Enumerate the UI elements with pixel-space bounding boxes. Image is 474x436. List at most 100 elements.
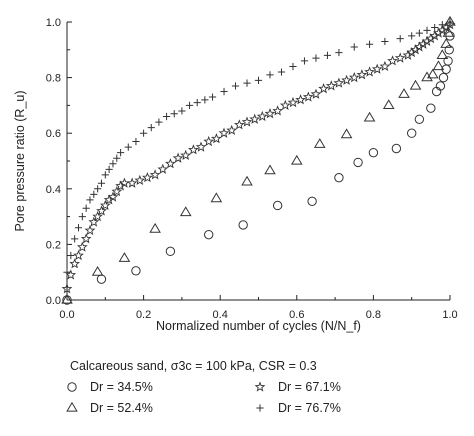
data-point-star — [69, 258, 80, 269]
data-point-plus — [208, 93, 217, 101]
data-point-plus — [446, 18, 454, 26]
data-point-plus — [101, 171, 109, 179]
data-point-star — [406, 46, 418, 58]
data-point-triangle — [91, 266, 104, 276]
data-point-star — [61, 283, 73, 294]
data-point-plus — [109, 160, 117, 168]
data-point-star — [287, 96, 299, 108]
data-point-star — [115, 180, 126, 191]
data-point-star — [96, 205, 107, 216]
data-point-plus — [90, 190, 98, 198]
x-tick-label: 0.0 — [59, 309, 74, 321]
data-point-plus — [113, 154, 121, 162]
data-point-triangle — [210, 192, 223, 203]
data-point-star — [76, 241, 88, 252]
x-tick-label: 0.6 — [289, 309, 304, 321]
data-point-star — [157, 163, 169, 174]
data-point-star — [279, 99, 291, 111]
data-point-plus — [266, 71, 274, 79]
legend: Calcareous sand, σ3c = 100 kPa, CSR = 0.… — [66, 359, 341, 415]
y-tick-label: 0.4 — [46, 184, 61, 196]
data-point-star — [437, 24, 448, 35]
data-point-circle — [443, 56, 453, 66]
data-point-plus — [74, 224, 83, 232]
data-point-triangle — [313, 138, 326, 148]
data-point-plus — [289, 62, 297, 71]
data-point-plus — [155, 118, 163, 126]
data-point-plus — [82, 204, 90, 212]
series-circle — [62, 31, 455, 305]
legend-item: Dr = 52.4% — [66, 401, 153, 415]
data-point-star — [142, 172, 153, 183]
data-point-star — [73, 249, 84, 261]
data-point-triangle — [426, 68, 439, 79]
data-point-star — [226, 124, 238, 136]
data-point-circle — [238, 220, 248, 230]
y-tick-label: 1.0 — [46, 17, 61, 29]
x-tick-label: 0.4 — [213, 309, 228, 321]
data-point-star — [80, 233, 92, 244]
legend-label: Dr = 34.5% — [90, 380, 153, 394]
legend-label: Dr = 67.1% — [278, 380, 341, 394]
data-point-circle — [62, 295, 72, 305]
legend-item: Dr = 34.5% — [67, 380, 153, 394]
data-point-triangle — [442, 26, 455, 37]
data-point-triangle — [421, 71, 433, 82]
data-point-plus — [335, 48, 343, 57]
data-point-star — [84, 224, 96, 236]
legend-marker-circle — [67, 382, 77, 392]
series-triangle — [61, 15, 456, 304]
data-point-star — [325, 80, 337, 91]
data-point-star — [107, 191, 119, 202]
legend-label: Dr = 76.7% — [278, 401, 341, 415]
y-axis-label: Pore pressure ratio (R_u) — [13, 90, 27, 231]
data-point-plus — [63, 268, 71, 276]
data-point-circle — [391, 143, 402, 154]
data-point-star — [318, 83, 329, 94]
data-point-star — [211, 133, 222, 144]
data-point-star — [188, 144, 199, 155]
series-star — [61, 19, 456, 294]
data-point-star — [92, 210, 103, 222]
data-point-triangle — [340, 128, 353, 139]
x-tick-label: 0.2 — [136, 309, 151, 321]
data-point-star — [149, 169, 161, 180]
legend-marker-triangle — [66, 401, 78, 412]
data-point-triangle — [61, 293, 73, 304]
data-point-plus — [300, 57, 309, 65]
data-point-plus — [86, 196, 94, 204]
data-point-circle — [368, 147, 379, 158]
data-point-triangle — [409, 79, 422, 90]
data-point-star — [310, 88, 322, 99]
data-point-star — [402, 49, 414, 60]
x-tick-label: 0.8 — [366, 309, 381, 321]
data-point-star — [440, 21, 452, 33]
data-point-circle — [407, 128, 417, 138]
data-point-plus — [105, 165, 113, 173]
data-point-plus — [71, 235, 79, 243]
data-point-star — [165, 158, 176, 169]
data-point-plus — [162, 112, 171, 121]
data-point-triangle — [118, 252, 131, 262]
data-point-plus — [124, 143, 132, 151]
data-point-star — [234, 119, 245, 130]
data-point-plus — [67, 251, 75, 260]
data-point-triangle — [382, 99, 395, 109]
data-point-star — [444, 19, 456, 30]
data-point-plus — [438, 21, 446, 29]
data-point-circle — [435, 81, 446, 91]
data-point-star — [333, 77, 345, 88]
legend-item: Dr = 67.1% — [254, 380, 341, 394]
data-point-star — [264, 108, 276, 119]
data-point-star — [410, 44, 421, 55]
data-point-star — [99, 199, 111, 210]
data-point-triangle — [398, 88, 410, 98]
data-point-star — [379, 60, 391, 71]
data-point-plus — [243, 79, 251, 87]
data-point-plus — [396, 35, 404, 43]
data-point-plus — [193, 99, 201, 107]
data-point-triangle — [291, 154, 303, 165]
data-point-circle — [334, 172, 344, 183]
data-point-triangle — [241, 175, 253, 186]
data-point-triangle — [432, 60, 445, 71]
